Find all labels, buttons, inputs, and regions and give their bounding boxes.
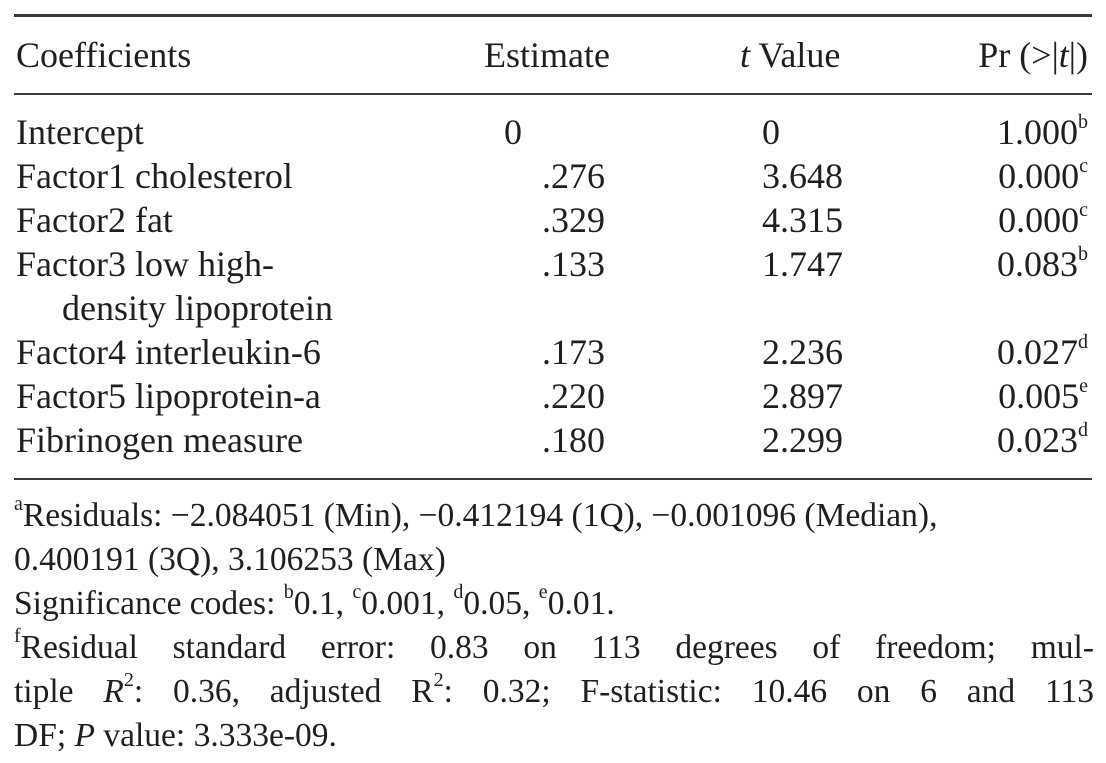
row-label: Factor1 cholesterol <box>16 156 293 196</box>
table-row: Fibrinogen measure .180 2.299 0.023d <box>14 418 1092 462</box>
p-value-sup: b <box>1078 111 1088 133</box>
header-pr: Pr (>|t|) <box>978 30 1088 80</box>
row-t-value: 2.897 <box>762 376 843 416</box>
p-value-sup: d <box>1078 419 1088 441</box>
table-row: Factor4 interleukin-6 .173 2.236 0.027d <box>14 330 1092 374</box>
footnote-significance-codes: Significance codes: b0.1, c0.001, d0.05,… <box>14 582 1094 626</box>
p-value-sup: c <box>1079 199 1088 221</box>
sig-e-marker: e <box>538 581 548 603</box>
p-value-sup: c <box>1079 155 1088 177</box>
fn-text: : 0.36, adjusted R <box>133 673 434 710</box>
table-header-row: Coefficients Estimate t Value Pr (>|t|) <box>14 30 1092 80</box>
header-coefficients: Coefficients <box>16 35 192 75</box>
table-row: Factor3 low high- density lipoprotein .1… <box>14 242 1092 330</box>
row-label: Fibrinogen measure <box>16 420 303 460</box>
row-t-value: 4.315 <box>762 200 843 240</box>
row-t-value: 1.747 <box>762 244 843 284</box>
footnote-residual-error-line1: fResidual standard error: 0.83 on 113 de… <box>14 626 1094 670</box>
footnote-residual-error-line2: tiple R2: 0.36, adjusted R2: 0.32; F-sta… <box>14 670 1094 714</box>
footnote-marker: f <box>14 625 21 647</box>
footnote-residuals-line1: aResiduals: −2.084051 (Min), −0.412194 (… <box>14 494 1094 538</box>
row-label: Factor2 fat <box>16 200 173 240</box>
row-p-value: 0.083b <box>997 242 1088 286</box>
fn-r-italic: R <box>103 673 124 710</box>
row-p-value: 1.000b <box>997 110 1088 154</box>
p-value-number: 0.023 <box>997 420 1078 460</box>
sig-prefix: Significance codes: <box>14 585 284 622</box>
row-label: Factor5 lipoprotein-a <box>16 376 321 416</box>
header-t-value: t Value <box>740 30 840 80</box>
p-value-number: 0.000 <box>998 156 1080 196</box>
fn-sup: 2 <box>123 669 134 691</box>
p-value-number: 0.083 <box>997 244 1078 284</box>
sig-d-value: 0.05, <box>463 585 539 622</box>
header-pr-italic: t <box>1058 35 1069 75</box>
row-estimate: .173 <box>542 332 605 372</box>
sig-b-marker: b <box>283 581 294 603</box>
header-pr-suffix: |) <box>1068 35 1088 75</box>
footnote-residuals-text: Residuals: −2.084051 (Min), −0.412194 (1… <box>22 497 938 534</box>
row-p-value: 0.000c <box>998 198 1088 242</box>
row-p-value: 0.000c <box>998 154 1088 198</box>
row-t-value: 2.299 <box>762 420 843 460</box>
fn-p-italic: P <box>74 717 95 754</box>
header-t-rest: Value <box>750 35 841 75</box>
row-estimate: .329 <box>542 200 605 240</box>
row-label-continued: density lipoprotein <box>62 288 333 328</box>
row-label: Factor3 low high- <box>16 244 274 284</box>
row-t-value: 3.648 <box>762 156 843 196</box>
p-value-sup: d <box>1078 331 1088 353</box>
p-value-sup: e <box>1079 375 1088 397</box>
fn-text: value: 3.333e-09. <box>94 717 337 754</box>
row-estimate: .220 <box>542 376 605 416</box>
footnote-marker: a <box>14 493 23 515</box>
table-row: Factor5 lipoprotein-a .220 2.897 0.005e <box>14 374 1092 418</box>
footnote-residuals-line2: 0.400191 (3Q), 3.106253 (Max) <box>14 541 446 578</box>
fn-text: tiple <box>14 673 104 710</box>
row-p-value: 0.027d <box>997 330 1088 374</box>
row-t-value: 0 <box>762 112 780 152</box>
row-label: Factor4 interleukin-6 <box>16 332 321 372</box>
sig-c-marker: c <box>352 581 362 603</box>
row-estimate: .276 <box>542 156 605 196</box>
p-value-number: 1.000 <box>997 112 1078 152</box>
sig-d-marker: d <box>453 581 464 603</box>
header-estimate: Estimate <box>484 35 610 75</box>
table-header-rule <box>14 93 1092 95</box>
p-value-number: 0.027 <box>997 332 1078 372</box>
table-top-rule <box>14 14 1092 17</box>
row-estimate: .180 <box>542 420 605 460</box>
p-value-number: 0.005 <box>998 376 1080 416</box>
row-t-value: 2.236 <box>762 332 843 372</box>
table-footnotes: aResiduals: −2.084051 (Min), −0.412194 (… <box>14 494 1094 758</box>
p-value-sup: b <box>1078 243 1088 265</box>
row-estimate: 0 <box>504 112 522 152</box>
fn-text: : 0.32; F-statistic: 10.46 on 6 and 113 <box>443 673 1094 710</box>
table-row: Factor2 fat .329 4.315 0.000c <box>14 198 1092 242</box>
fn-sup: 2 <box>433 669 444 691</box>
footnote-residual-error-line3: DF; P value: 3.333e-09. <box>14 714 1094 758</box>
table-row: Intercept 0 0 1.000b <box>14 110 1092 154</box>
row-p-value: 0.005e <box>998 374 1088 418</box>
row-estimate: .133 <box>542 244 605 284</box>
sig-e-value: 0.01. <box>547 585 615 622</box>
row-p-value: 0.023d <box>997 418 1088 462</box>
sig-b-value: 0.1, <box>293 585 353 622</box>
footnote-residual-error-text: Residual standard error: 0.83 on 113 deg… <box>20 629 1094 666</box>
table-bottom-rule <box>14 478 1092 480</box>
header-t-italic: t <box>740 35 751 75</box>
table-row: Factor1 cholesterol .276 3.648 0.000c <box>14 154 1092 198</box>
fn-text: DF; <box>14 717 75 754</box>
sig-c-value: 0.001, <box>361 585 454 622</box>
p-value-number: 0.000 <box>998 200 1080 240</box>
header-pr-prefix: Pr (>| <box>978 35 1059 75</box>
row-label: Intercept <box>16 112 144 152</box>
